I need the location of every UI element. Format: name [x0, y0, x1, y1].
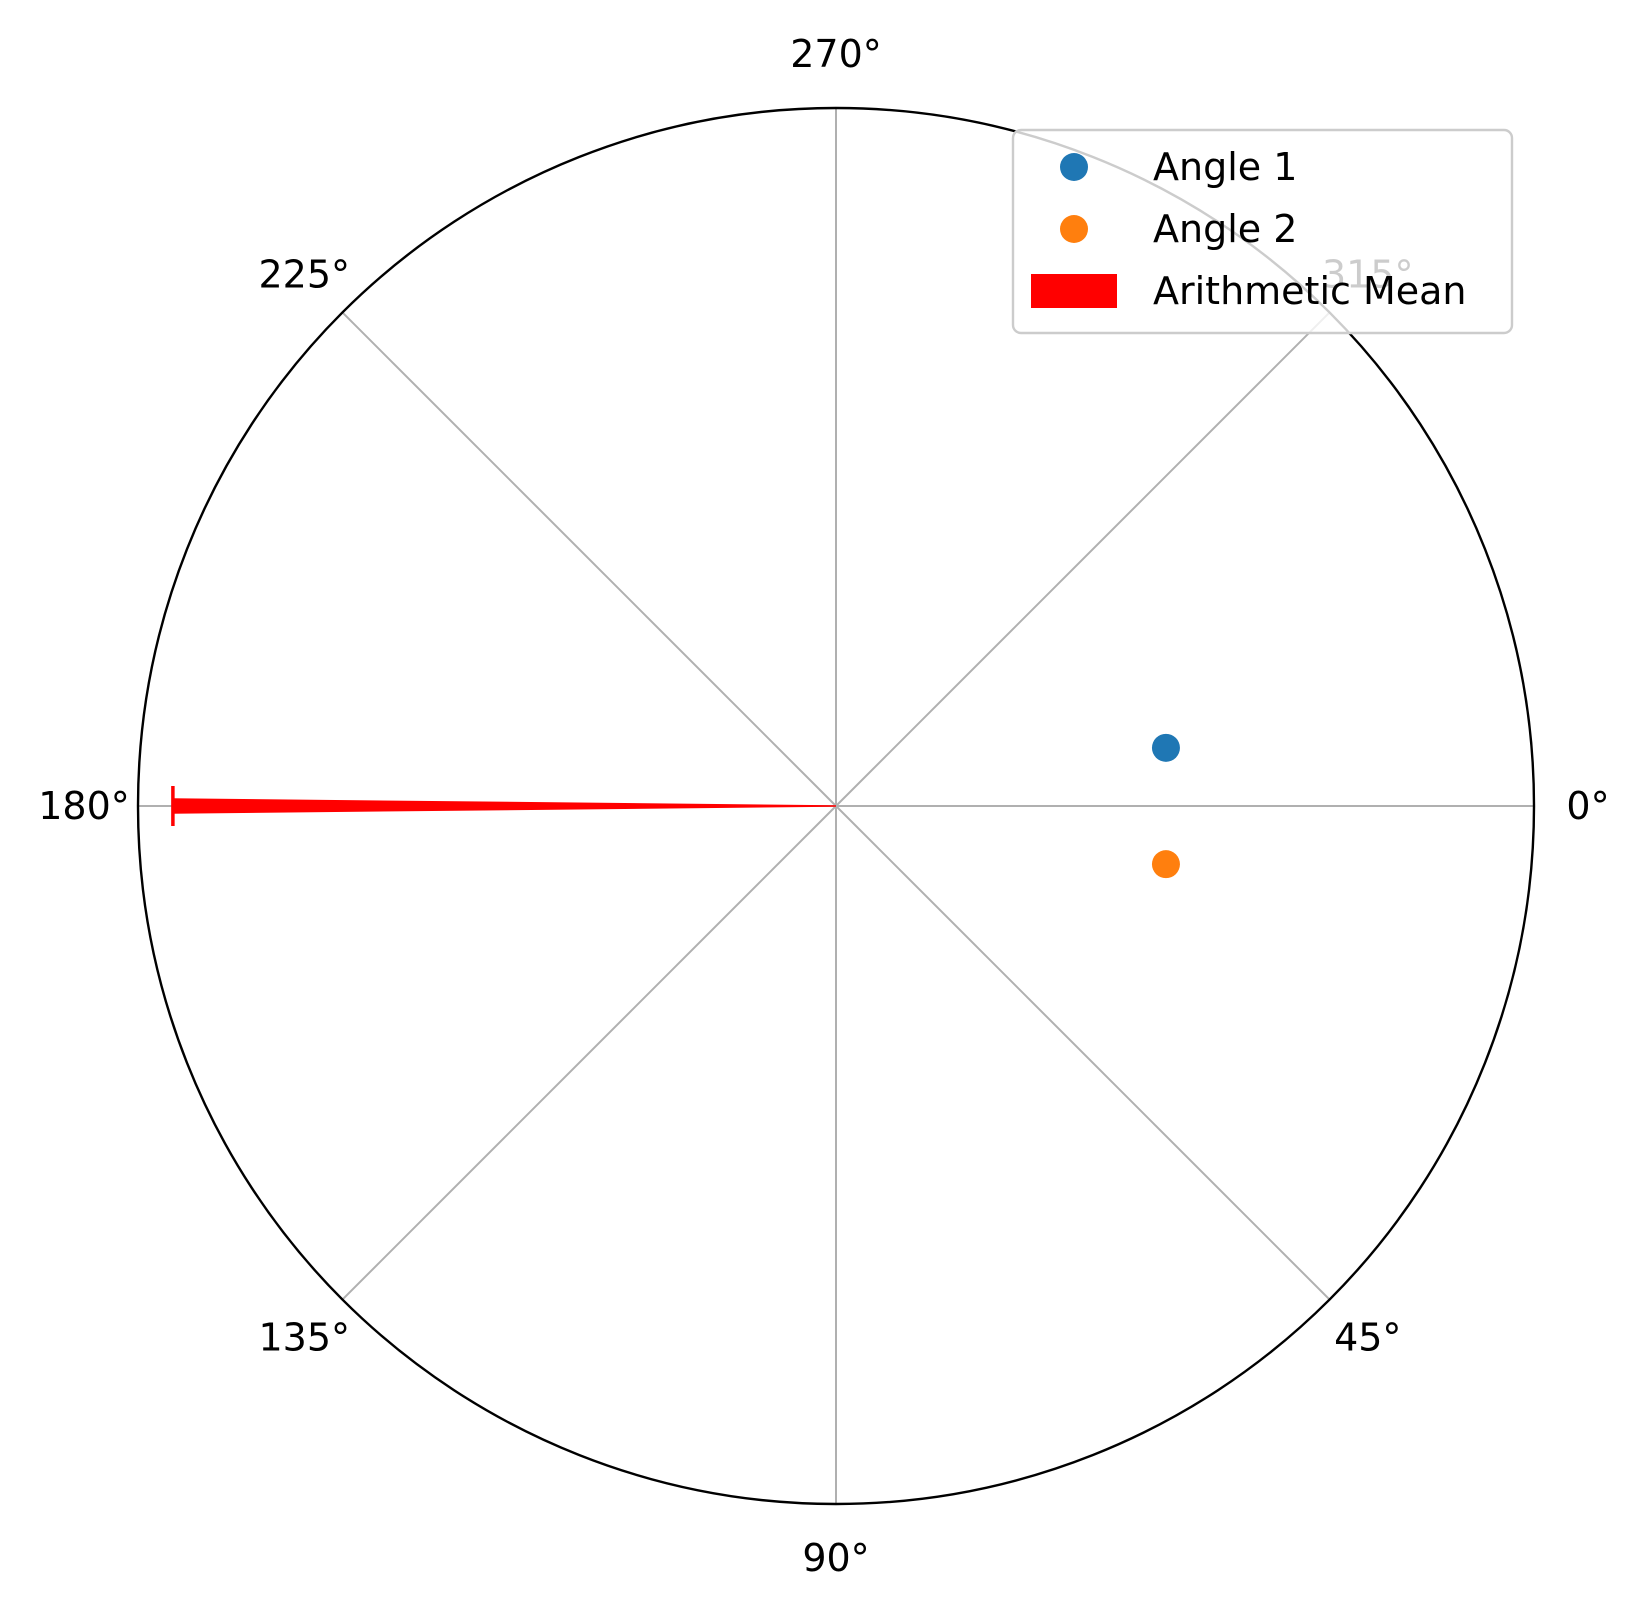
- theta-gridline-135: [341, 805, 837, 1301]
- theta-tick-label: 270°: [790, 32, 882, 76]
- theta-tick-label: 45°: [1334, 1316, 1401, 1360]
- theta-tick-label: 135°: [258, 1316, 350, 1360]
- legend-label: Angle 2: [1153, 207, 1297, 251]
- point-angle-1: [1151, 733, 1180, 762]
- theta-tick-label: 0°: [1566, 784, 1609, 828]
- legend-label: Arithmetic Mean: [1153, 269, 1467, 313]
- legend-label: Angle 1: [1153, 145, 1297, 189]
- theta-gridline-315: [835, 311, 1331, 807]
- polar-outer-ring: [136, 106, 1536, 1506]
- legend-marker-1: [1060, 153, 1088, 181]
- legend-frame: [1011, 128, 1514, 335]
- data-marks: [171, 733, 1180, 879]
- legend: Angle 1 Angle 2 Arithmetic Mean: [1011, 128, 1514, 335]
- theta-tick-label: 90°: [802, 1536, 869, 1580]
- point-angle-2: [1151, 850, 1180, 879]
- theta-tick-label: 225°: [258, 252, 350, 296]
- legend-marker-3: [1031, 274, 1117, 308]
- legend-marker-2: [1060, 215, 1088, 243]
- theta-gridline-225: [341, 311, 837, 807]
- theta-gridline-45: [835, 805, 1331, 1301]
- mean-arrow: [172, 798, 837, 814]
- legend-items: Angle 1 Angle 2 Arithmetic Mean: [1031, 145, 1467, 313]
- theta-tick-label: 180°: [38, 784, 130, 828]
